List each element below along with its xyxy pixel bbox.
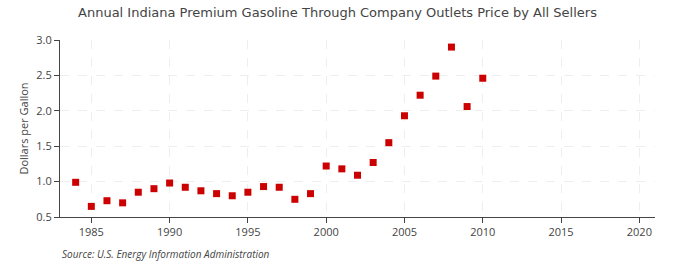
svg-text:1.5: 1.5 (36, 138, 51, 153)
svg-text:2000: 2000 (314, 224, 339, 239)
svg-text:Dollars per Gallon: Dollars per Gallon (16, 82, 31, 174)
svg-text:2.5: 2.5 (36, 67, 51, 82)
svg-text:Annual Indiana Premium Gasolin: Annual Indiana Premium Gasoline Through … (78, 5, 597, 20)
svg-text:1990: 1990 (157, 224, 182, 239)
svg-text:2015: 2015 (548, 224, 573, 239)
svg-text:0.5: 0.5 (36, 209, 51, 224)
svg-text:Source: U.S. Energy Informatio: Source: U.S. Energy Information Administ… (62, 247, 270, 261)
svg-text:2020: 2020 (627, 224, 652, 239)
svg-text:2005: 2005 (392, 224, 417, 239)
svg-text:1995: 1995 (235, 224, 260, 239)
svg-text:1.0: 1.0 (36, 173, 51, 188)
svg-text:2.0: 2.0 (36, 103, 51, 118)
svg-text:1985: 1985 (79, 224, 104, 239)
svg-text:3.0: 3.0 (36, 32, 51, 47)
svg-text:2010: 2010 (470, 224, 495, 239)
